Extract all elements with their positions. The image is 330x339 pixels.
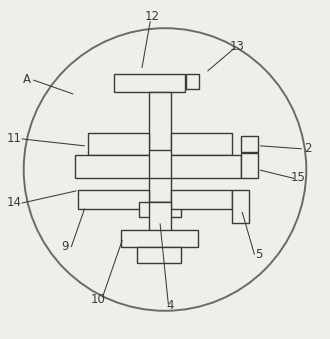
- Bar: [232, 190, 249, 223]
- Bar: [88, 133, 149, 155]
- Bar: [186, 74, 199, 89]
- Bar: [149, 202, 171, 240]
- Bar: [149, 92, 171, 150]
- Bar: [171, 133, 232, 155]
- Bar: [121, 230, 198, 247]
- Text: A: A: [23, 73, 31, 86]
- Text: 2: 2: [304, 142, 312, 155]
- Text: 11: 11: [6, 132, 21, 145]
- Bar: [241, 136, 258, 152]
- Text: 4: 4: [166, 299, 174, 312]
- Text: 9: 9: [61, 240, 69, 253]
- Bar: [114, 74, 185, 92]
- Bar: [78, 190, 149, 209]
- Bar: [137, 247, 182, 263]
- Text: 12: 12: [144, 10, 159, 23]
- Bar: [149, 178, 171, 202]
- Text: 5: 5: [255, 248, 262, 261]
- Bar: [139, 202, 182, 217]
- Bar: [171, 190, 232, 209]
- Text: 15: 15: [291, 171, 306, 184]
- Text: 13: 13: [230, 40, 245, 53]
- Text: 10: 10: [90, 293, 105, 306]
- Bar: [241, 153, 258, 178]
- Text: 14: 14: [6, 196, 21, 209]
- Bar: [171, 155, 241, 178]
- Bar: [75, 155, 149, 178]
